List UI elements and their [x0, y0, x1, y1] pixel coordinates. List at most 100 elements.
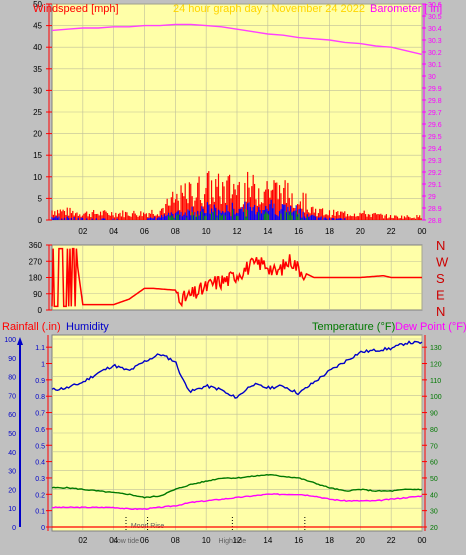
humidity-temperature-grid [52, 335, 423, 531]
x-tick-label: 18 [325, 536, 334, 545]
temperature-tick-label: 120 [430, 362, 442, 369]
temperature-label: Temperature (°F) [312, 321, 395, 333]
x-tick-label: 16 [294, 536, 303, 545]
x-tick-label: 16 [294, 227, 303, 236]
baro-tick-label: 30.5 [428, 14, 442, 21]
rainfall-tick-label: 0.1 [35, 509, 45, 516]
rainfall-tick-label: 1 [41, 362, 45, 369]
rainfall-tick-label: 0.5 [35, 443, 45, 450]
temperature-tick-label: 60 [430, 460, 438, 467]
graph-title: 24 hour graph day : November 24 2022 [173, 3, 365, 15]
x-tick-label: 14 [263, 536, 272, 545]
baro-tick-label: 29.4 [428, 146, 442, 153]
direction-tick-label: 360 [29, 241, 43, 250]
windspeed-series [51, 171, 422, 220]
x-tick-label: 22 [387, 227, 396, 236]
wind-tick-label: 40 [33, 43, 42, 52]
temperature-tick-label: 80 [430, 427, 438, 434]
temperature-tick-label: 100 [430, 394, 442, 401]
temperature-tick-label: 50 [430, 476, 438, 483]
direction-tick-label: 0 [38, 306, 43, 315]
x-tick-label: 20 [356, 536, 365, 545]
x-tick-label: 04 [109, 227, 118, 236]
baro-tick-label: 28.8 [428, 218, 442, 225]
baro-tick-label: 29.1 [428, 182, 442, 189]
direction-tick-label: 180 [29, 274, 43, 283]
baro-tick-label: 30 [428, 74, 436, 81]
dewpoint-label: Dew Point (°F) [395, 321, 466, 333]
compass-label: N [436, 238, 445, 253]
compass-label: N [436, 304, 445, 319]
baro-tick-label: 29.5 [428, 134, 442, 141]
x-tick-label: 22 [387, 536, 396, 545]
x-tick-label: 10 [202, 227, 211, 236]
dewpoint-line [51, 493, 423, 511]
x-tick-label: 08 [171, 536, 180, 545]
x-tick-label: 12 [233, 536, 242, 545]
temperature-tick-label: 70 [430, 443, 438, 450]
baro-tick-label: 30.4 [428, 26, 442, 33]
baro-tick-label: 30.3 [428, 38, 442, 45]
wind-direction-axis-labels: 360 270 180 90 0 [29, 241, 52, 315]
baro-tick-label: 29.3 [428, 158, 442, 165]
humidity-label: Humidity [66, 321, 109, 333]
humidity-x-axis-labels: 02 04 06 08 10 12 14 16 18 20 22 00 [78, 536, 427, 545]
rainfall-tick-label: 0.7 [35, 411, 45, 418]
baro-tick-label: 30.6 [428, 2, 442, 9]
humidity-tick-label: 30 [8, 469, 16, 476]
temperature-tick-label: 40 [430, 492, 438, 499]
baro-tick-label: 29.7 [428, 110, 442, 117]
compass-label: S [436, 271, 445, 286]
rainfall-tick-label: 0.2 [35, 492, 45, 499]
barometer-axis-labels: 28.8 28.9 29 29.1 29.2 29.3 29.4 29.5 29.6 29.7 29… [422, 2, 442, 225]
wind-tick-label: 5 [38, 194, 43, 203]
direction-tick-label: 90 [33, 290, 42, 299]
rainfall-tick-label: 0.3 [35, 476, 45, 483]
rainfall-tick-label: 0 [41, 525, 45, 532]
rainfall-tick-label: 0.6 [35, 427, 45, 434]
wind-tick-label: 50 [33, 0, 42, 9]
temperature-tick-label: 110 [430, 378, 441, 385]
x-tick-label: 02 [78, 536, 87, 545]
x-tick-label: 06 [140, 227, 149, 236]
wind-tick-label: 30 [33, 86, 42, 95]
event-label: High tide [219, 538, 247, 545]
wind-direction-grid [52, 245, 423, 310]
humidity-tick-label: 100 [4, 337, 16, 344]
x-tick-label: 10 [202, 536, 211, 545]
x-tick-label: 04 [109, 536, 118, 545]
humidity-tick-label: 10 [8, 506, 16, 513]
humidity-tick-label: 60 [8, 412, 16, 419]
x-tick-label: 20 [356, 227, 365, 236]
humidity-tick-label: 90 [8, 356, 16, 363]
temperature-tick-label: 130 [430, 345, 442, 352]
humidity-axis-arrow [17, 337, 23, 345]
wind-tick-label: 25 [33, 108, 42, 117]
wind-tick-label: 10 [33, 173, 42, 182]
rainfall-tick-label: 0.8 [35, 394, 45, 401]
baro-tick-label: 29.6 [428, 122, 442, 129]
rainfall-tick-label: 0.9 [35, 378, 45, 385]
rainfall-label: Rainfall (.in) [2, 321, 61, 333]
wind-tick-label: 20 [33, 130, 42, 139]
wind-tick-label: 0 [38, 216, 43, 225]
temperature-tick-label: 20 [430, 525, 438, 532]
baro-tick-label: 29 [428, 194, 436, 201]
baro-tick-label: 29.9 [428, 86, 442, 93]
x-tick-label: 02 [78, 227, 87, 236]
humidity-line [51, 340, 423, 399]
temperature-line [51, 473, 423, 499]
humidity-axis-labels: 0 10 20 30 40 50 60 70 80 90 100 [4, 337, 23, 532]
baro-tick-label: 30.2 [428, 50, 442, 57]
humidity-tick-label: 50 [8, 431, 16, 438]
rainfall-tick-label: 1.1 [35, 345, 45, 352]
wind-tick-label: 35 [33, 65, 42, 74]
temperature-tick-label: 90 [430, 411, 438, 418]
humidity-tick-label: 80 [8, 375, 16, 382]
temperature-tick-label: 30 [430, 509, 438, 516]
event-label: Low tide [113, 538, 139, 545]
humidity-tick-label: 20 [8, 487, 16, 494]
